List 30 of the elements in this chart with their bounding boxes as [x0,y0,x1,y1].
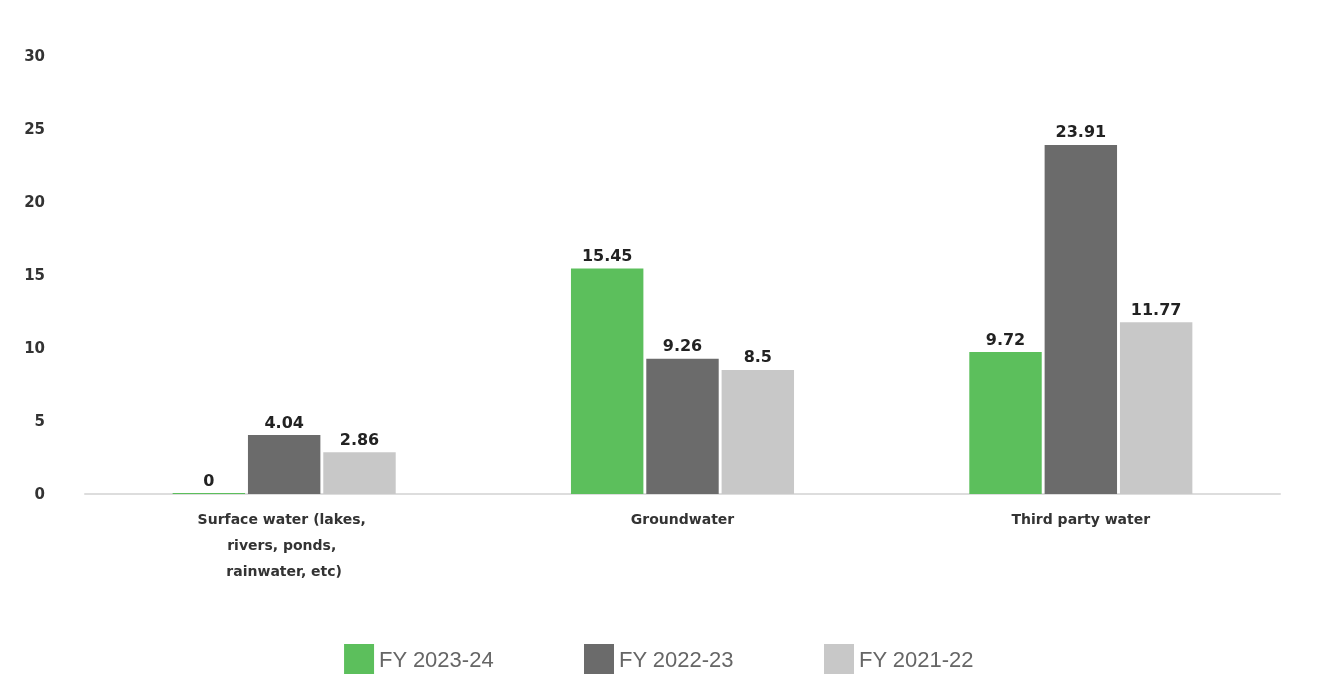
bar [721,369,795,494]
x-tick-label: Groundwater [630,511,735,527]
bar [570,268,644,494]
data-label: 9.26 [662,336,703,356]
legend-label: FY 2021-22 [858,646,974,672]
data-label: 8.5 [743,347,772,367]
bar [969,352,1042,494]
y-tick-label: 30 [24,47,45,65]
bar [323,452,396,494]
data-label: 0 [203,470,215,490]
x-tick-label: Surface water (lakes, rivers, ponds, rainwater, etc) [197,511,371,579]
data-label: 4.04 [264,412,304,432]
bar [1044,144,1118,494]
y-tick-label: 15 [24,266,45,284]
bar [1119,322,1193,494]
data-label: 11.77 [1130,299,1182,319]
data-label: 9.72 [985,329,1026,349]
data-label: 15.45 [581,245,633,265]
data-label: 2.86 [339,429,380,449]
bar [646,358,719,494]
legend-label: FY 2023-24 [379,646,494,672]
data-label: 23.91 [1055,122,1107,142]
x-tick-label: Third party water [1011,511,1151,527]
y-tick-label: 0 [34,485,45,503]
bar [247,435,321,494]
y-tick-label: 5 [34,412,45,430]
y-tick-label: 10 [24,339,45,357]
y-tick-label: 20 [24,193,45,211]
legend-label: FY 2022-23 [619,646,734,672]
y-tick-label: 25 [24,120,45,138]
